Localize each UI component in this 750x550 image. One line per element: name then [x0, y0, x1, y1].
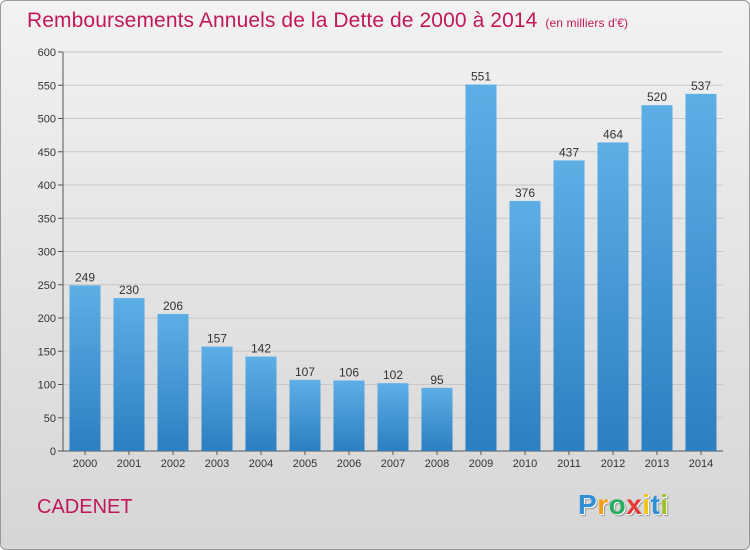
bar-value-label: 437 [559, 145, 579, 159]
bar-value-label: 157 [207, 332, 227, 346]
y-tick-label: 0 [50, 446, 56, 458]
bar [553, 160, 585, 451]
y-tick-label: 50 [44, 413, 56, 425]
bar-value-label: 376 [515, 186, 535, 200]
logo-letter: x [626, 489, 643, 520]
x-tick-label: 2004 [249, 458, 273, 470]
y-tick-label: 450 [38, 147, 56, 159]
logo-letter: t [650, 489, 661, 520]
x-tick-label: 2010 [513, 458, 537, 470]
x-tick-label: 2000 [73, 458, 97, 470]
bar-value-label: 249 [75, 270, 95, 284]
bar-value-label: 102 [383, 368, 403, 382]
bar [201, 346, 233, 451]
bar-value-label: 230 [119, 283, 139, 297]
town-name: CADENET [37, 496, 133, 518]
bar [377, 383, 409, 451]
x-tick-label: 2007 [381, 458, 405, 470]
bar-value-label: 142 [251, 342, 271, 356]
proxiti-logo: Proxiti [578, 489, 669, 521]
bar [157, 314, 189, 451]
x-tick-label: 2001 [117, 458, 141, 470]
bar [641, 105, 673, 451]
x-tick-label: 2002 [161, 458, 185, 470]
logo-letter: r [597, 489, 609, 520]
y-tick-label: 350 [38, 213, 56, 225]
chart-title-text: Remboursements Annuels de la Dette de 20… [27, 9, 538, 32]
x-tick-label: 2009 [469, 458, 493, 470]
bar [333, 380, 365, 451]
bar [421, 387, 453, 451]
bar [289, 379, 321, 451]
x-tick-label: 2013 [645, 458, 669, 470]
bar [113, 298, 145, 451]
y-tick-label: 100 [38, 380, 56, 392]
y-tick-label: 600 [38, 47, 56, 59]
logo-letter: i [642, 489, 651, 520]
bar-value-label: 106 [339, 366, 359, 380]
bar-value-label: 551 [471, 70, 491, 84]
logo-letter: o [608, 489, 627, 520]
bar [69, 285, 101, 451]
chart-title: Remboursements Annuels de la Dette de 20… [27, 9, 628, 33]
bar-value-label: 537 [691, 79, 711, 93]
x-tick-label: 2012 [601, 458, 625, 470]
y-tick-label: 150 [38, 346, 56, 358]
x-tick-label: 2014 [689, 458, 713, 470]
bar [685, 93, 717, 452]
bar [465, 84, 497, 452]
x-tick-label: 2011 [557, 458, 581, 470]
bar [245, 356, 277, 451]
chart-subtitle: (en milliers d'€) [545, 16, 629, 30]
y-tick-label: 300 [38, 247, 56, 259]
bar [597, 142, 629, 451]
x-tick-label: 2005 [293, 458, 317, 470]
bar-value-label: 107 [295, 365, 315, 379]
bar-value-label: 464 [603, 127, 623, 141]
y-tick-label: 500 [38, 114, 56, 126]
x-tick-label: 2003 [205, 458, 229, 470]
logo-letter: i [660, 489, 669, 520]
bar-value-label: 520 [647, 90, 667, 104]
y-tick-label: 400 [38, 180, 56, 192]
logo-letter: P [578, 489, 598, 520]
y-tick-label: 550 [38, 80, 56, 92]
bar-value-label: 95 [430, 373, 444, 387]
bar-value-label: 206 [163, 299, 183, 313]
x-tick-label: 2008 [425, 458, 449, 470]
bar [509, 200, 541, 451]
x-tick-label: 2006 [337, 458, 361, 470]
y-tick-label: 250 [38, 280, 56, 292]
y-tick-label: 200 [38, 313, 56, 325]
